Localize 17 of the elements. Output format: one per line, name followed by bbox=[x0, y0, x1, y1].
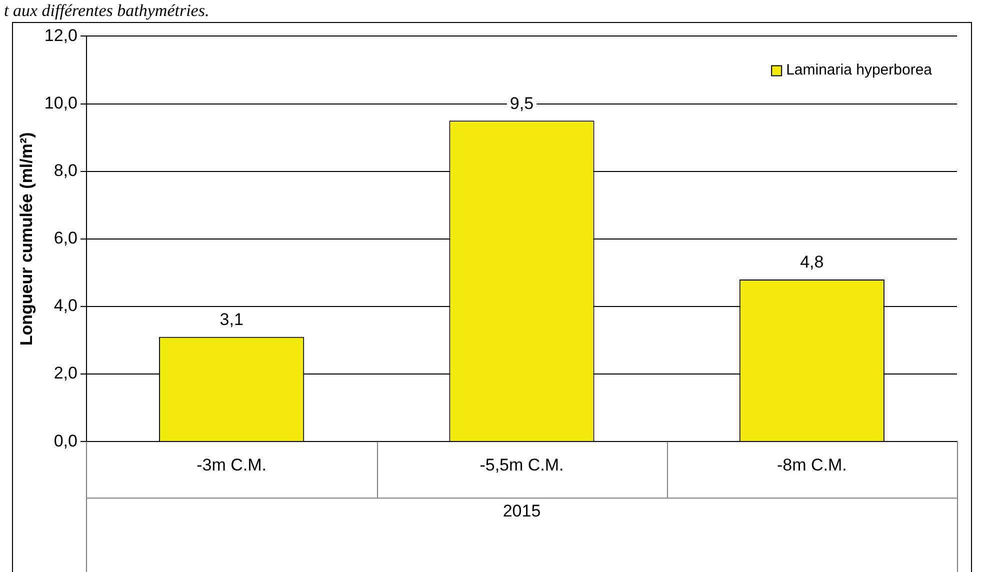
x-axis-title: 2015 bbox=[502, 501, 541, 520]
y-tick-label: 2,0 bbox=[54, 364, 78, 383]
y-tick-label: 6,0 bbox=[54, 228, 78, 248]
legend-label: Laminaria hyperborea bbox=[786, 61, 933, 78]
y-axis-title: Longueur cumulée (ml/m²) bbox=[16, 132, 36, 346]
y-tick-label: 4,0 bbox=[54, 296, 78, 316]
data-label: 4,8 bbox=[800, 252, 824, 272]
y-tick-label: 10,0 bbox=[44, 93, 78, 112]
x-tick-label: -3m C.M. bbox=[196, 455, 267, 474]
y-tick-label: 12,0 bbox=[44, 26, 78, 45]
x-tick-label: -8m C.M. bbox=[776, 455, 847, 474]
data-label: 9,5 bbox=[510, 94, 534, 113]
y-tick-label: 8,0 bbox=[54, 161, 78, 180]
x-tick-label: -5,5m C.M. bbox=[480, 455, 564, 474]
data-label: 3,1 bbox=[220, 310, 244, 330]
y-tick-label: 0,0 bbox=[54, 431, 78, 450]
text: t aux différentes bathymétries. bbox=[4, 1, 210, 20]
